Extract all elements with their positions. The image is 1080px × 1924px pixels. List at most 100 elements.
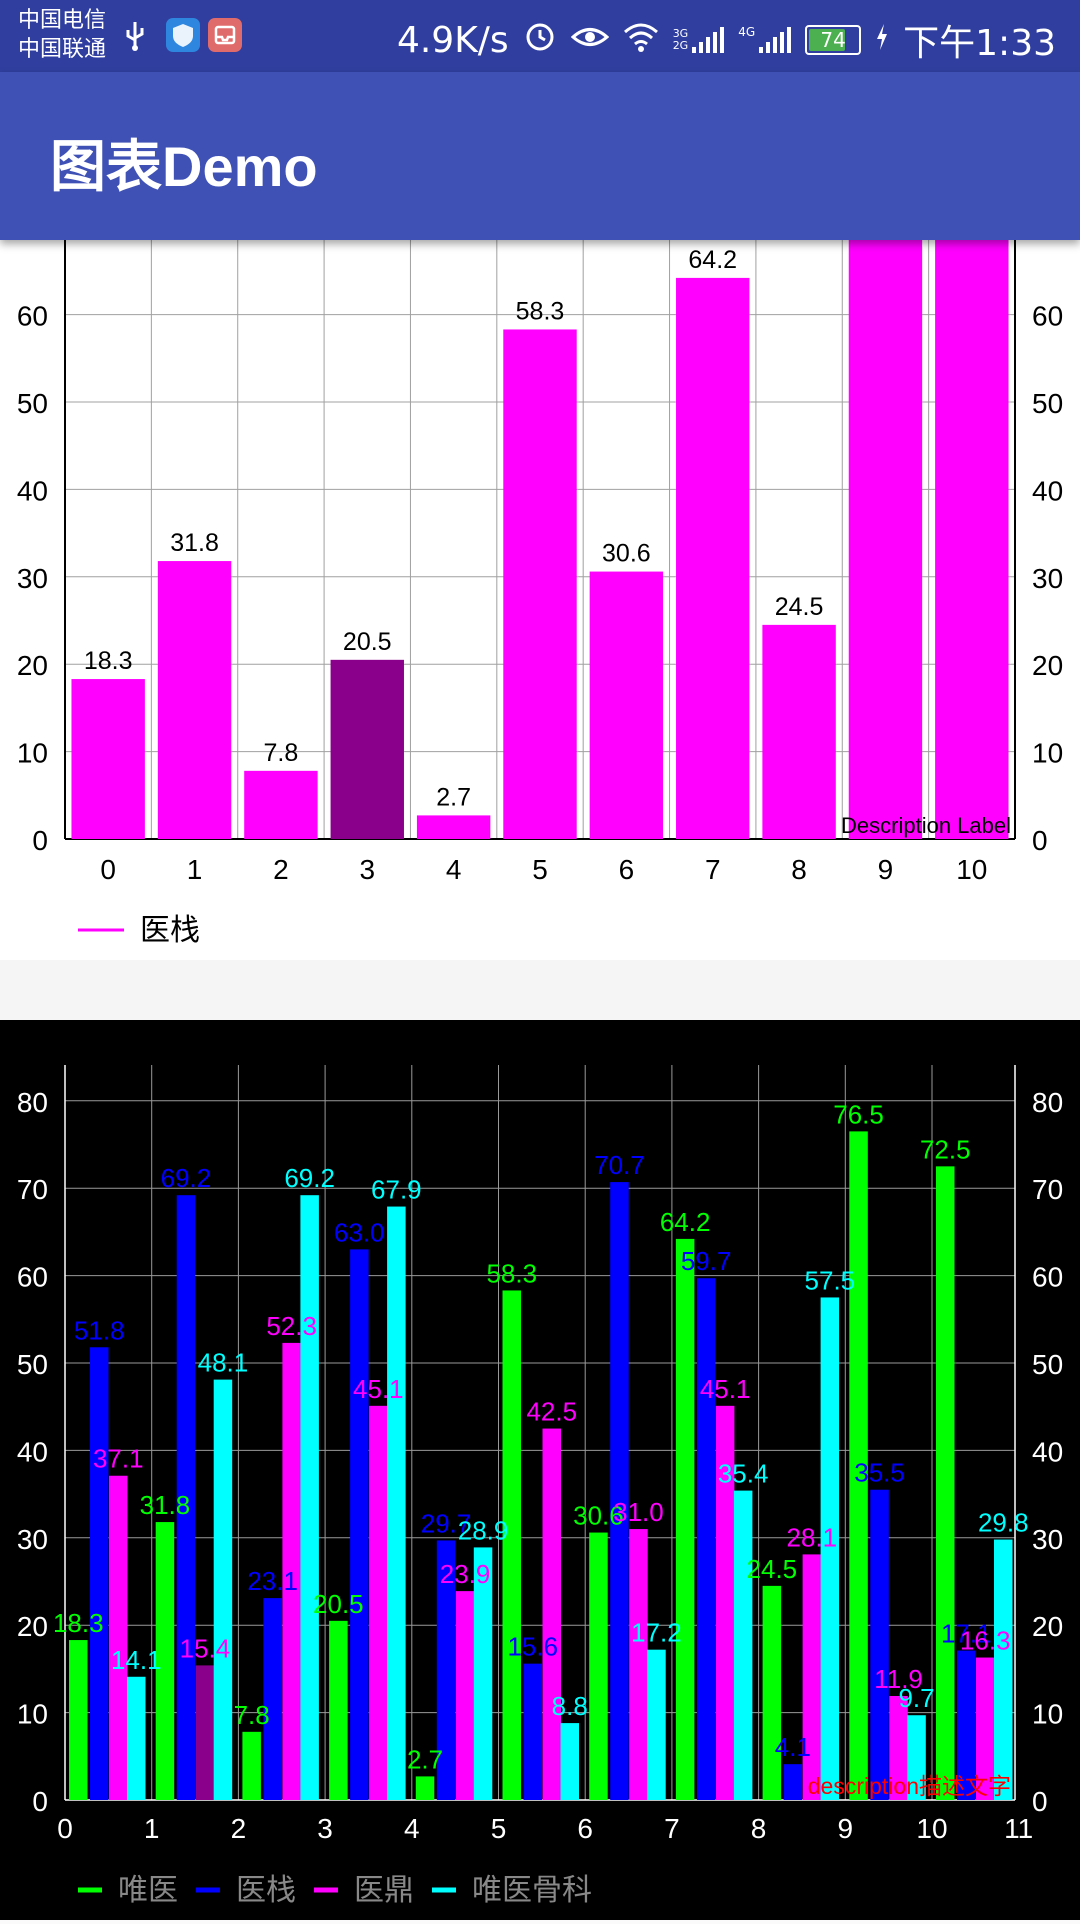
- bar: [369, 1405, 388, 1800]
- x-tick-label: 0: [57, 1813, 73, 1844]
- y-tick-label-right: 30: [1032, 563, 1063, 594]
- bar-chart-1[interactable]: 0 0 10 10 20 20 30 30 40 40 50 50 60 60 18.3 0 31.8 1 7.8 2…: [0, 240, 1080, 960]
- bar: [263, 1598, 282, 1800]
- bar: [90, 1347, 109, 1800]
- data-label: 69.2: [161, 1163, 212, 1193]
- y-tick-label-left: 40: [17, 1436, 48, 1467]
- y-tick-label-left: 80: [17, 1087, 48, 1118]
- battery-icon: 74: [805, 25, 862, 55]
- bar: [69, 1640, 88, 1800]
- y-tick-label-left: 70: [17, 1174, 48, 1205]
- legend-label: 医栈: [140, 914, 200, 947]
- x-tick-label: 11: [1004, 1813, 1033, 1844]
- bar: [455, 1591, 475, 1800]
- data-label: 35.4: [718, 1459, 769, 1489]
- bar: [889, 1695, 908, 1800]
- data-label: 7.8: [264, 739, 299, 767]
- data-label: 35.5: [854, 1458, 905, 1488]
- bar: [676, 277, 750, 840]
- x-tick-label: 10: [916, 1813, 947, 1844]
- bar: [155, 1522, 175, 1800]
- bar: [589, 1532, 608, 1800]
- x-tick-label: 3: [317, 1813, 333, 1844]
- y-tick-label-right: 20: [1032, 1611, 1063, 1642]
- x-tick-label: 2: [273, 854, 289, 885]
- y-tick-label-left: 60: [17, 301, 48, 332]
- data-label: 20.5: [343, 628, 392, 656]
- data-label: 29.8: [978, 1508, 1029, 1538]
- y-tick-label-left: 30: [17, 563, 48, 594]
- x-tick-label: 1: [187, 854, 203, 885]
- data-label: 2.7: [407, 1744, 443, 1774]
- bar: [848, 240, 923, 839]
- bar: [329, 1620, 348, 1800]
- bar-chart-2[interactable]: 0 1 2 3 4 5 6 7 8 9 10 11 0 0 10 10 20 20 30 30 40 40 50 50 60 60…: [0, 1020, 1080, 1920]
- data-label: 14.1: [111, 1645, 162, 1675]
- alarm-icon: [523, 19, 557, 62]
- data-label: 7.8: [234, 1700, 270, 1730]
- x-tick-label: 8: [751, 1813, 767, 1844]
- legend-label: 唯医: [118, 1874, 178, 1907]
- y-tick-label-left: 50: [17, 388, 48, 419]
- data-label: 59.7: [681, 1246, 732, 1276]
- data-label: 18.3: [84, 647, 133, 675]
- data-label: 31.8: [140, 1490, 191, 1520]
- app-bar: 图表Demo: [0, 72, 1080, 240]
- data-label: 31.8: [170, 529, 219, 557]
- legend-label: 医鼎: [354, 1874, 414, 1907]
- network-type-1: 3G: [672, 27, 689, 40]
- signal-icon-1: 3G 2G: [673, 25, 725, 55]
- y-tick-label-left: 20: [17, 1611, 48, 1642]
- bar: [733, 1490, 753, 1800]
- network-type-3: 4G: [738, 25, 756, 39]
- network-speed: 4.9K/s: [396, 19, 509, 61]
- chart-description: Description Label: [841, 813, 1011, 838]
- data-label: 24.5: [775, 593, 824, 621]
- data-label: 63.0: [334, 1217, 385, 1247]
- bar: [542, 1428, 561, 1800]
- y-tick-label-right: 10: [1032, 738, 1063, 769]
- chart-description: description描述文字: [808, 1773, 1011, 1799]
- usb-icon: [122, 20, 148, 52]
- x-tick-label: 0: [100, 854, 116, 885]
- wifi-icon: [623, 20, 659, 61]
- bar: [213, 1379, 233, 1800]
- carrier-2: 中国联通: [18, 37, 107, 62]
- x-tick-label: 2: [231, 1813, 247, 1844]
- y-tick-label-left: 60: [17, 1262, 48, 1293]
- x-tick-label: 9: [878, 854, 894, 885]
- y-tick-label-right: 80: [1032, 1087, 1063, 1118]
- charging-icon: [875, 20, 889, 61]
- y-tick-label-left: 0: [32, 1786, 48, 1817]
- data-label: 15.6: [507, 1632, 558, 1662]
- data-label: 29.7: [421, 1508, 472, 1538]
- data-label: 28.1: [787, 1522, 838, 1552]
- bar: [473, 1547, 493, 1800]
- bar: [523, 1663, 542, 1800]
- data-label: 30.6: [602, 540, 651, 568]
- bar: [762, 1585, 782, 1800]
- data-label: 30.6: [573, 1501, 624, 1531]
- x-tick-label: 5: [532, 854, 548, 885]
- x-tick-label: 7: [664, 1813, 680, 1844]
- data-label: 70.7: [594, 1150, 645, 1180]
- data-label: 23.1: [247, 1566, 298, 1596]
- carrier-1: 中国电信: [18, 8, 107, 33]
- bar: [696, 1278, 716, 1800]
- bar: [503, 329, 577, 839]
- data-label: 58.3: [486, 1258, 537, 1288]
- x-tick-label: 8: [791, 854, 807, 885]
- y-tick-label-left: 30: [17, 1524, 48, 1555]
- y-tick-label-right: 70: [1032, 1174, 1063, 1205]
- data-label: 58.3: [516, 297, 565, 325]
- bar: [127, 1676, 146, 1800]
- bar: [282, 1342, 301, 1800]
- x-tick-label: 1: [144, 1813, 160, 1844]
- data-label: 64.2: [688, 246, 737, 274]
- network-type-2: 2G: [672, 39, 689, 52]
- x-tick-label: 6: [577, 1813, 593, 1844]
- bar: [244, 770, 318, 839]
- bar: [300, 1195, 319, 1800]
- bar: [820, 1297, 840, 1800]
- bar: [350, 1249, 369, 1800]
